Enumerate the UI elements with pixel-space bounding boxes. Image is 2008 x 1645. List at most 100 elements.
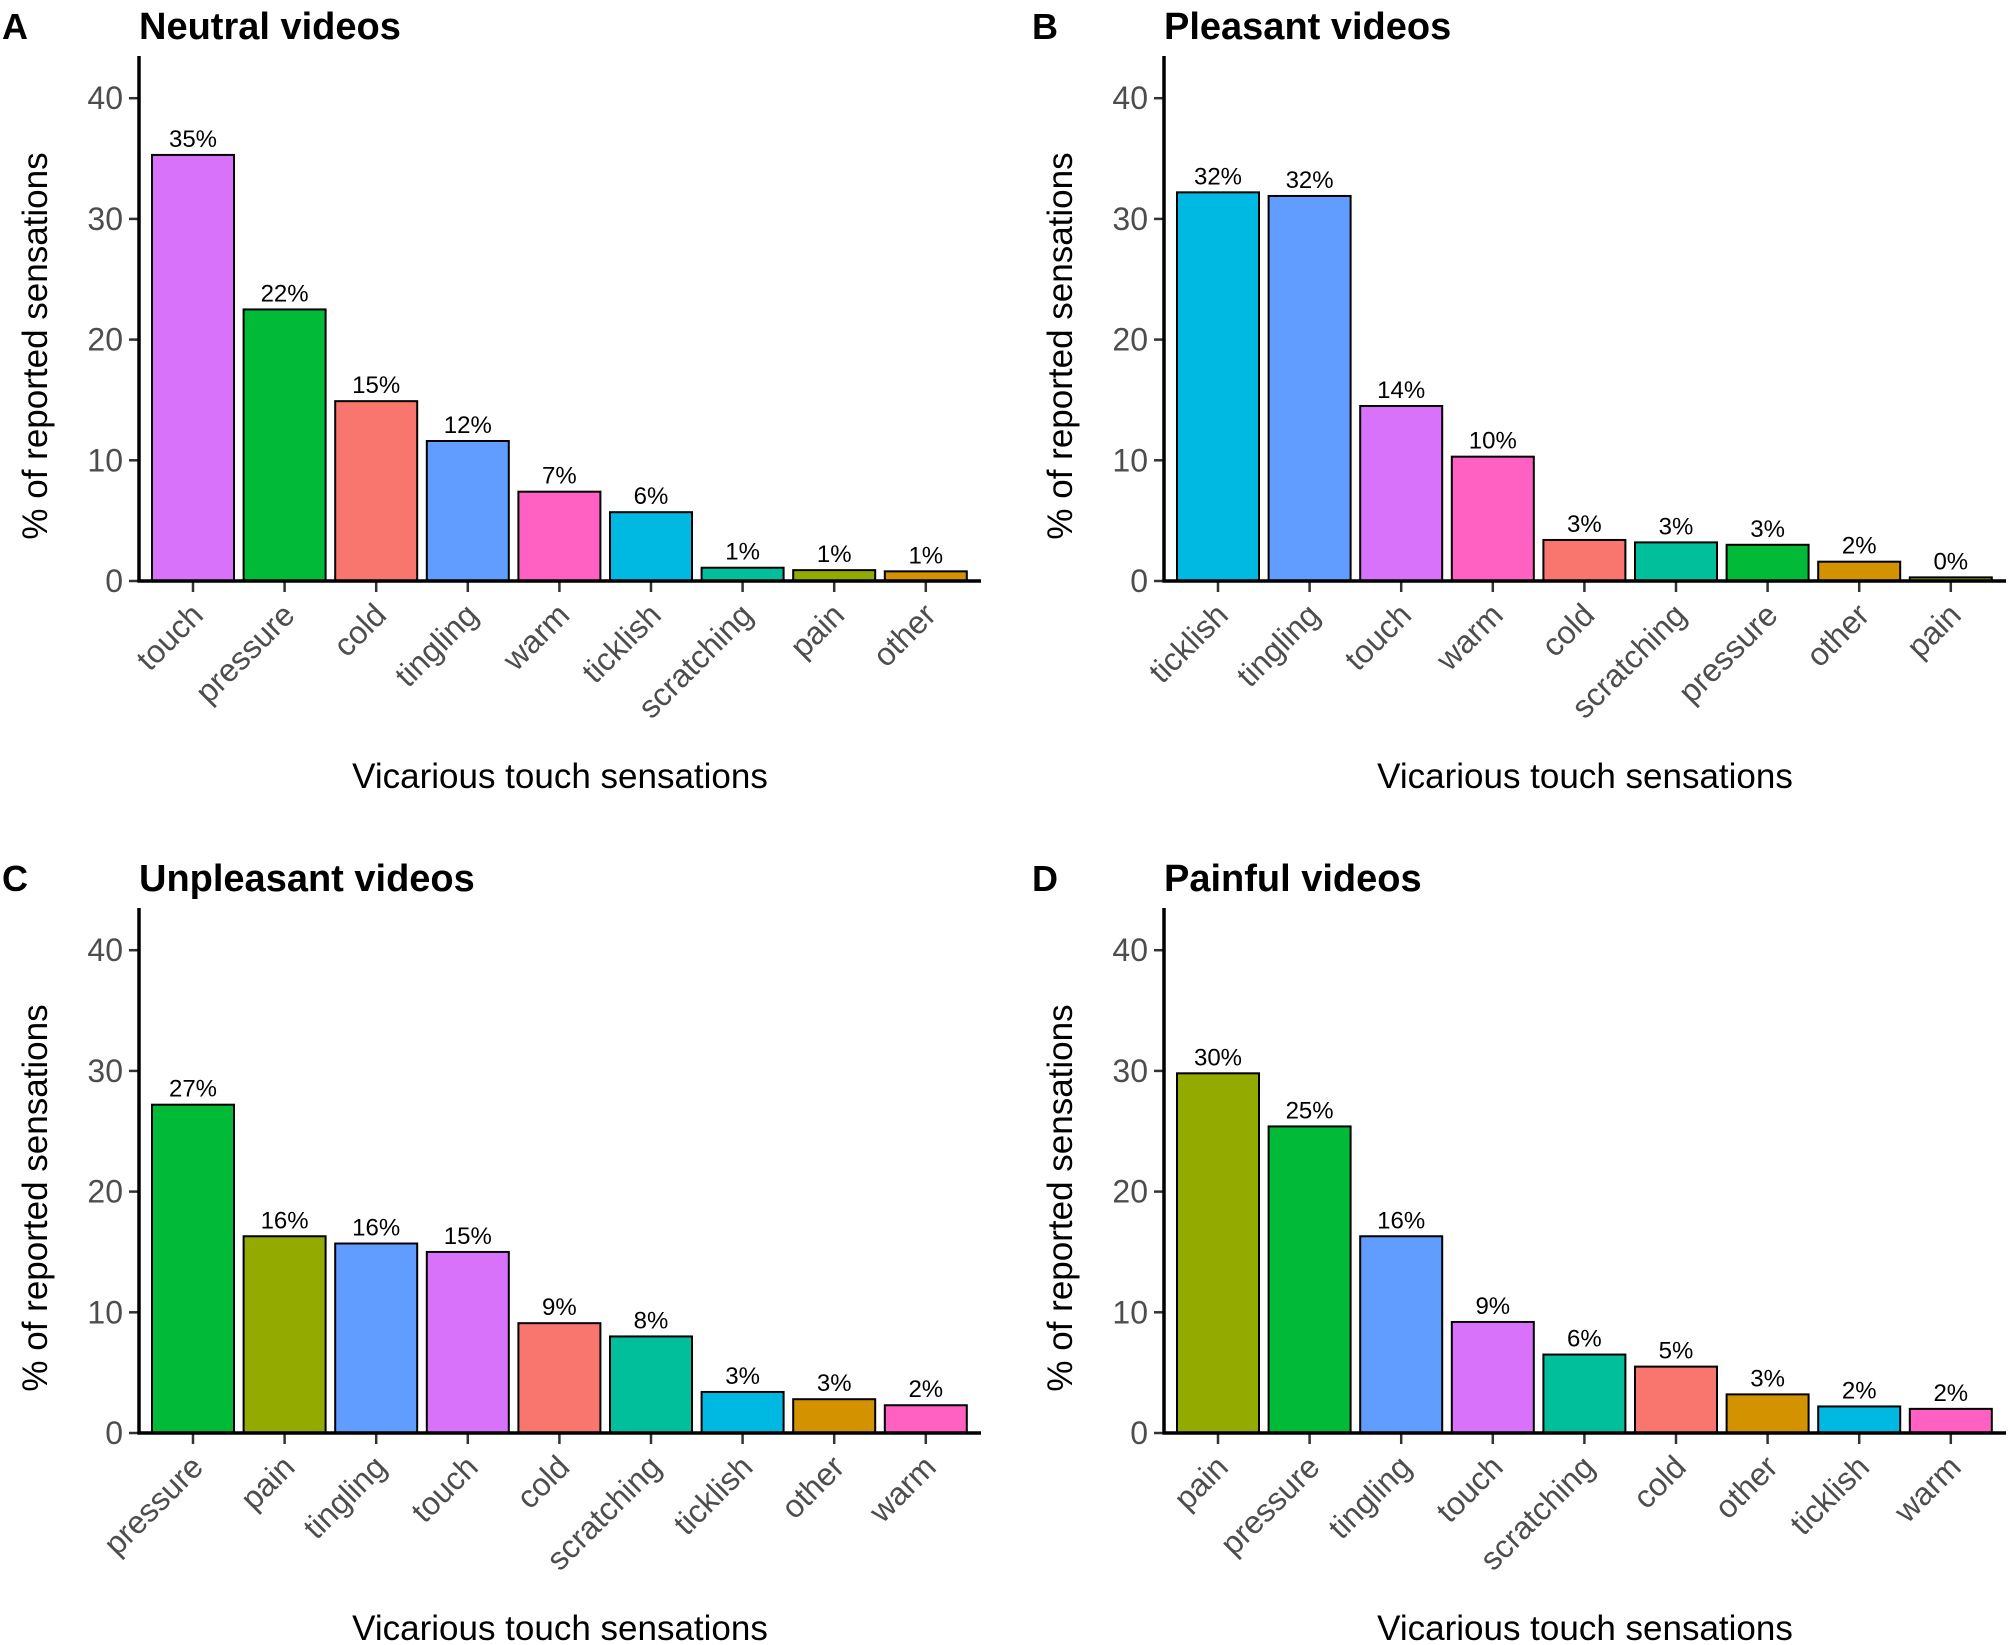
x-axis-title: Vicarious touch sensations <box>1377 757 1793 796</box>
data-label-tingling: 12% <box>444 412 492 439</box>
bar-touch <box>1359 404 1444 582</box>
x-tick-label-pain: pain <box>1900 596 1968 664</box>
bar-tingling <box>334 1242 419 1434</box>
y-tick-label: 10 <box>87 1294 123 1330</box>
panel-c: C Unpleasant videos % of reported sensatio… <box>2 858 981 1645</box>
data-label-scratching: 3% <box>1659 513 1694 540</box>
x-tick-label-other: other <box>1708 1448 1785 1525</box>
bar-warm <box>1908 1407 1993 1434</box>
data-label-scratching: 6% <box>1567 1326 1602 1353</box>
x-tick-label-other: other <box>1799 596 1876 673</box>
bar-tingling <box>1267 194 1352 582</box>
panel-letter: B <box>1032 6 1058 47</box>
bar-warm <box>883 1404 968 1435</box>
x-tick-label-touch: touch <box>404 1448 485 1529</box>
x-tick-label-pressure: pressure <box>1671 596 1784 709</box>
data-label-pain: 0% <box>1933 548 1968 575</box>
chart-title: Painful videos <box>1164 858 1422 900</box>
data-label-cold: 3% <box>1567 511 1602 538</box>
x-tick-label-ticklish: ticklish <box>1783 1448 1876 1541</box>
x-axis-title: Vicarious touch sensations <box>352 757 768 796</box>
x-tick-label-cold: cold <box>1626 1448 1693 1515</box>
data-label-other: 3% <box>817 1370 852 1397</box>
x-tick-label-pain: pain <box>233 1448 301 1516</box>
data-label-scratching: 1% <box>725 539 760 566</box>
y-tick-label: 0 <box>105 563 123 599</box>
chart-title: Pleasant videos <box>1164 6 1451 48</box>
panel-b: B Pleasant videos % of reported sensations… <box>1032 6 2006 796</box>
x-axis-title: Vicarious touch sensations <box>352 1609 768 1645</box>
bar-ticklish <box>609 511 693 582</box>
data-label-scratching: 8% <box>634 1307 669 1334</box>
data-label-other: 2% <box>1842 533 1877 560</box>
y-tick-label: 0 <box>1130 1415 1148 1451</box>
bar-touch <box>1450 1320 1535 1435</box>
bar-touch <box>425 1250 510 1434</box>
x-tick-label-touch: touch <box>1337 596 1418 677</box>
x-tick-label-tingling: tingling <box>388 596 485 693</box>
data-label-warm: 7% <box>542 463 577 490</box>
data-label-pain: 16% <box>261 1207 309 1234</box>
y-tick-label: 0 <box>105 1415 123 1451</box>
y-tick-label: 20 <box>1112 322 1148 358</box>
bar-warm <box>517 490 602 583</box>
y-tick-label: 10 <box>1112 442 1148 478</box>
chart-title: Unpleasant videos <box>139 858 475 900</box>
bar-pressure <box>1725 543 1810 582</box>
x-axis-title: Vicarious touch sensations <box>1377 1609 1793 1645</box>
data-label-warm: 2% <box>908 1376 943 1403</box>
bar-ticklish <box>1176 191 1260 582</box>
bar-scratching <box>700 566 785 583</box>
bar-touch <box>151 153 235 583</box>
x-tick-label-warm: warm <box>495 596 576 677</box>
data-label-touch: 14% <box>1377 377 1425 404</box>
x-tick-label-touch: touch <box>129 596 210 677</box>
bar-cold <box>334 400 419 583</box>
bar-ticklish <box>700 1390 785 1435</box>
bar-cold <box>1634 1365 1718 1434</box>
bar-cold <box>517 1322 602 1434</box>
y-axis-title: % of reported sensations <box>16 1004 55 1391</box>
data-label-ticklish: 2% <box>1842 1377 1877 1404</box>
bar-scratching <box>1542 1353 1627 1435</box>
data-label-pressure: 3% <box>1750 516 1785 543</box>
x-tick-label-pressure: pressure <box>96 1448 209 1561</box>
bar-tingling <box>425 439 510 582</box>
bar-scratching <box>1634 541 1718 582</box>
data-label-pressure: 27% <box>169 1076 217 1103</box>
x-tick-label-pressure: pressure <box>1213 1448 1326 1561</box>
data-label-tingling: 16% <box>352 1215 400 1242</box>
bar-warm <box>1450 455 1535 582</box>
x-tick-label-touch: touch <box>1429 1448 1510 1529</box>
x-tick-label-pain: pain <box>1167 1448 1235 1516</box>
data-label-pressure: 22% <box>261 280 309 307</box>
y-axis-title: % of reported sensations <box>1041 1004 1080 1391</box>
panel-d: D Painful videos % of reported sensations 0… <box>1032 858 2006 1645</box>
x-tick-label-tingling: tingling <box>1229 596 1326 693</box>
y-tick-label: 40 <box>87 932 123 968</box>
data-label-ticklish: 6% <box>634 483 669 510</box>
x-tick-label-cold: cold <box>509 1448 576 1515</box>
x-tick-label-tingling: tingling <box>1321 1448 1418 1545</box>
data-label-pressure: 25% <box>1286 1097 1334 1124</box>
x-tick-label-cold: cold <box>326 596 393 663</box>
data-label-tingling: 32% <box>1286 167 1334 194</box>
x-tick-label-pressure: pressure <box>188 596 301 709</box>
data-label-other: 1% <box>908 542 943 569</box>
data-label-touch: 35% <box>169 126 217 153</box>
bar-cold <box>1542 538 1627 582</box>
data-label-cold: 9% <box>542 1294 577 1321</box>
bar-pain <box>1176 1072 1260 1434</box>
y-axis-title: % of reported sensations <box>16 152 55 539</box>
data-label-ticklish: 32% <box>1194 163 1242 190</box>
y-tick-label: 10 <box>87 442 123 478</box>
data-label-touch: 15% <box>444 1223 492 1250</box>
x-tick-label-ticklish: ticklish <box>666 1448 759 1541</box>
data-label-warm: 10% <box>1469 428 1517 455</box>
x-tick-label-other: other <box>774 1448 851 1525</box>
panel-letter: C <box>2 858 28 899</box>
data-label-touch: 9% <box>1475 1293 1510 1320</box>
bar-other <box>1725 1393 1810 1434</box>
panel-letter: D <box>1032 858 1058 899</box>
y-tick-label: 20 <box>87 1174 123 1210</box>
